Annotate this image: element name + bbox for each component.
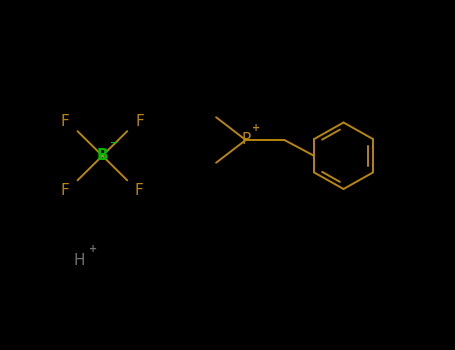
Text: P: P bbox=[241, 133, 250, 147]
Text: F: F bbox=[135, 114, 144, 129]
Text: F: F bbox=[134, 183, 143, 197]
Text: F: F bbox=[61, 183, 70, 197]
Text: F: F bbox=[61, 114, 70, 129]
Text: B: B bbox=[96, 148, 108, 163]
Text: +: + bbox=[89, 244, 97, 254]
Text: H: H bbox=[74, 253, 86, 268]
Text: −: − bbox=[110, 138, 118, 148]
Text: +: + bbox=[252, 123, 260, 133]
